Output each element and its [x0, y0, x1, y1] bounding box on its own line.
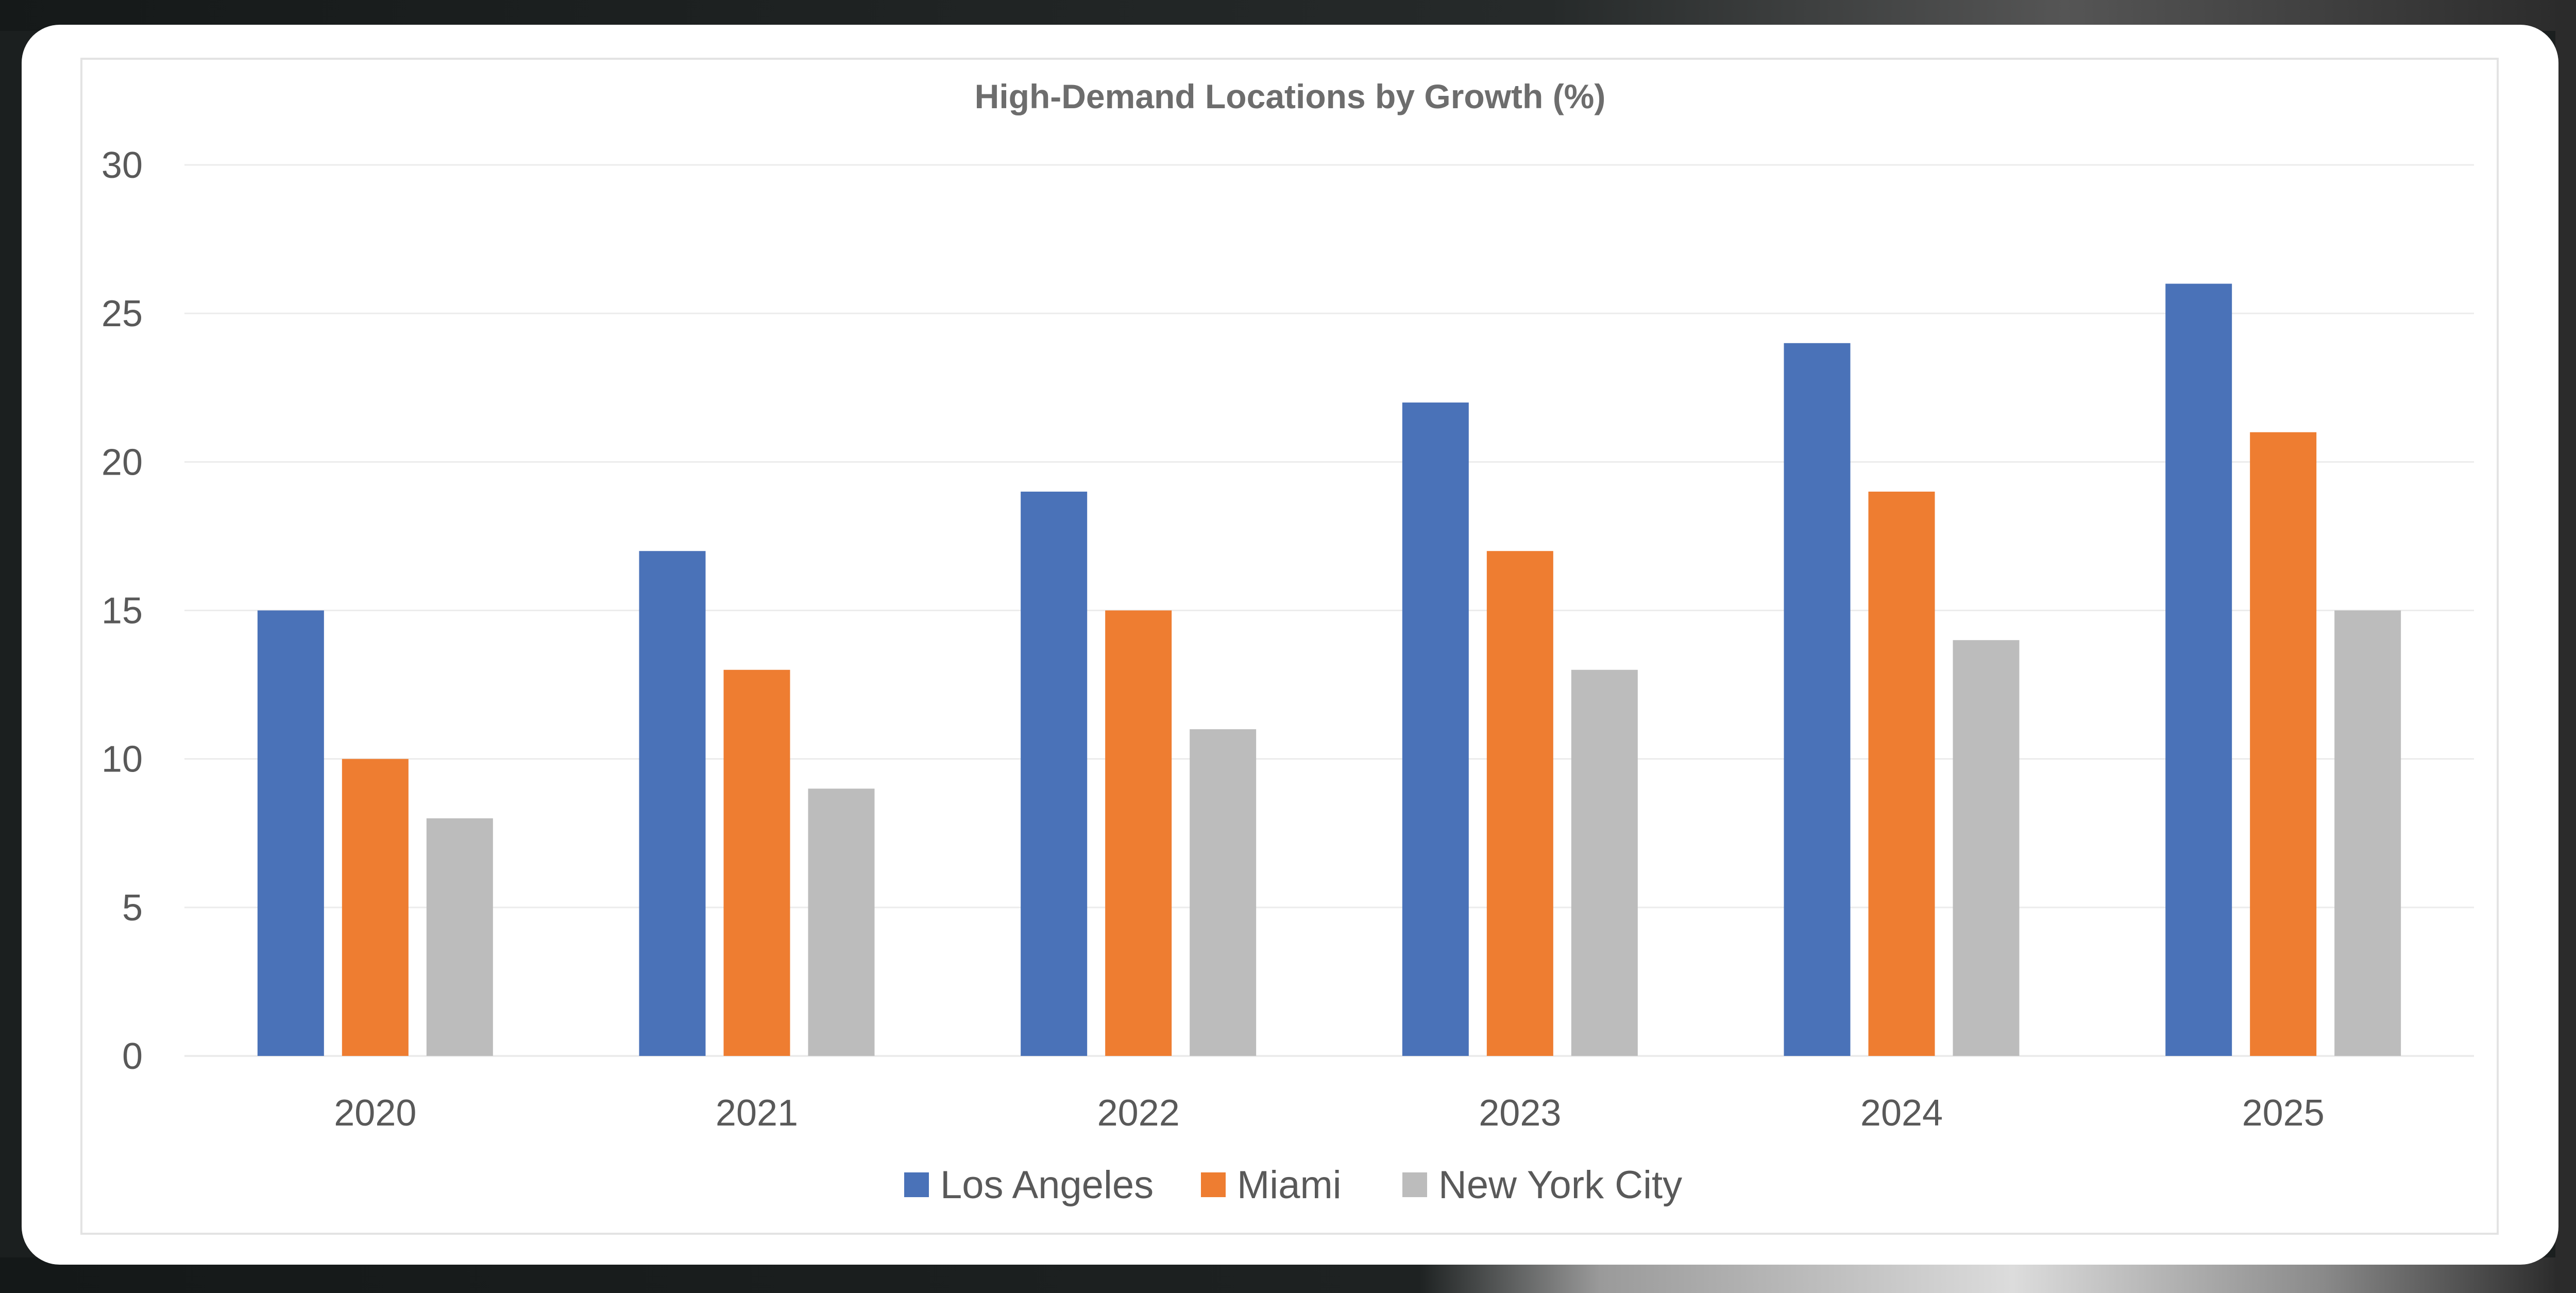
legend-swatch [1402, 1172, 1427, 1197]
bar-new-york-city-2022 [1190, 729, 1257, 1056]
legend-label: Los Angeles [940, 1163, 1154, 1207]
x-tick-label: 2025 [2242, 1093, 2325, 1134]
bar-chart: High-Demand Locations by Growth (%) 0 5 10… [80, 58, 2499, 1235]
y-axis-ticks: 0 5 10 15 20 25 30 [101, 145, 143, 1077]
legend-swatch [904, 1172, 929, 1197]
y-tick-label: 15 [101, 591, 143, 632]
legend-item: New York City [1402, 1163, 1682, 1207]
x-tick-label: 2021 [716, 1093, 798, 1134]
bars [257, 283, 2401, 1056]
x-tick-label: 2024 [1860, 1093, 1943, 1134]
bar-miami-2020 [342, 759, 409, 1056]
legend-label: New York City [1438, 1163, 1682, 1207]
bar-new-york-city-2025 [2334, 610, 2401, 1056]
bar-los-angeles-2025 [2165, 283, 2232, 1056]
bar-new-york-city-2023 [1571, 669, 1638, 1056]
bar-los-angeles-2022 [1021, 491, 1088, 1056]
bar-miami-2021 [723, 669, 790, 1056]
x-axis-labels: 2020 2021 2022 2023 2024 2025 [334, 1093, 2325, 1134]
bar-los-angeles-2023 [1402, 402, 1469, 1056]
y-tick-label: 30 [101, 145, 143, 186]
legend-swatch [1201, 1172, 1226, 1197]
x-tick-label: 2020 [334, 1093, 416, 1134]
bar-los-angeles-2021 [639, 551, 706, 1056]
legend-item: Los Angeles [904, 1163, 1154, 1207]
plot-area-border [80, 58, 2499, 1235]
legend: Los Angeles Miami New York City [904, 1163, 1682, 1207]
legend-item: Miami [1201, 1163, 1342, 1207]
y-tick-label: 5 [122, 887, 143, 929]
bar-miami-2023 [1486, 551, 1553, 1056]
bar-miami-2024 [1868, 491, 1935, 1056]
x-tick-label: 2022 [1097, 1093, 1180, 1134]
bar-los-angeles-2024 [1784, 343, 1851, 1056]
bar-new-york-city-2020 [426, 818, 493, 1056]
x-tick-label: 2023 [1479, 1093, 1561, 1134]
chart-title: High-Demand Locations by Growth (%) [975, 77, 1606, 115]
y-tick-label: 25 [101, 293, 143, 334]
y-tick-label: 0 [122, 1036, 143, 1077]
y-tick-label: 10 [101, 739, 143, 780]
bar-los-angeles-2020 [257, 610, 324, 1056]
bar-miami-2025 [2250, 432, 2317, 1056]
chart-card: High-Demand Locations by Growth (%) 0 5 10… [22, 25, 2558, 1265]
bar-new-york-city-2024 [1953, 640, 2020, 1056]
bar-new-york-city-2021 [808, 788, 875, 1056]
gridlines [184, 164, 2474, 1057]
legend-label: Miami [1237, 1163, 1342, 1207]
bar-miami-2022 [1105, 610, 1172, 1056]
y-tick-label: 20 [101, 442, 143, 483]
